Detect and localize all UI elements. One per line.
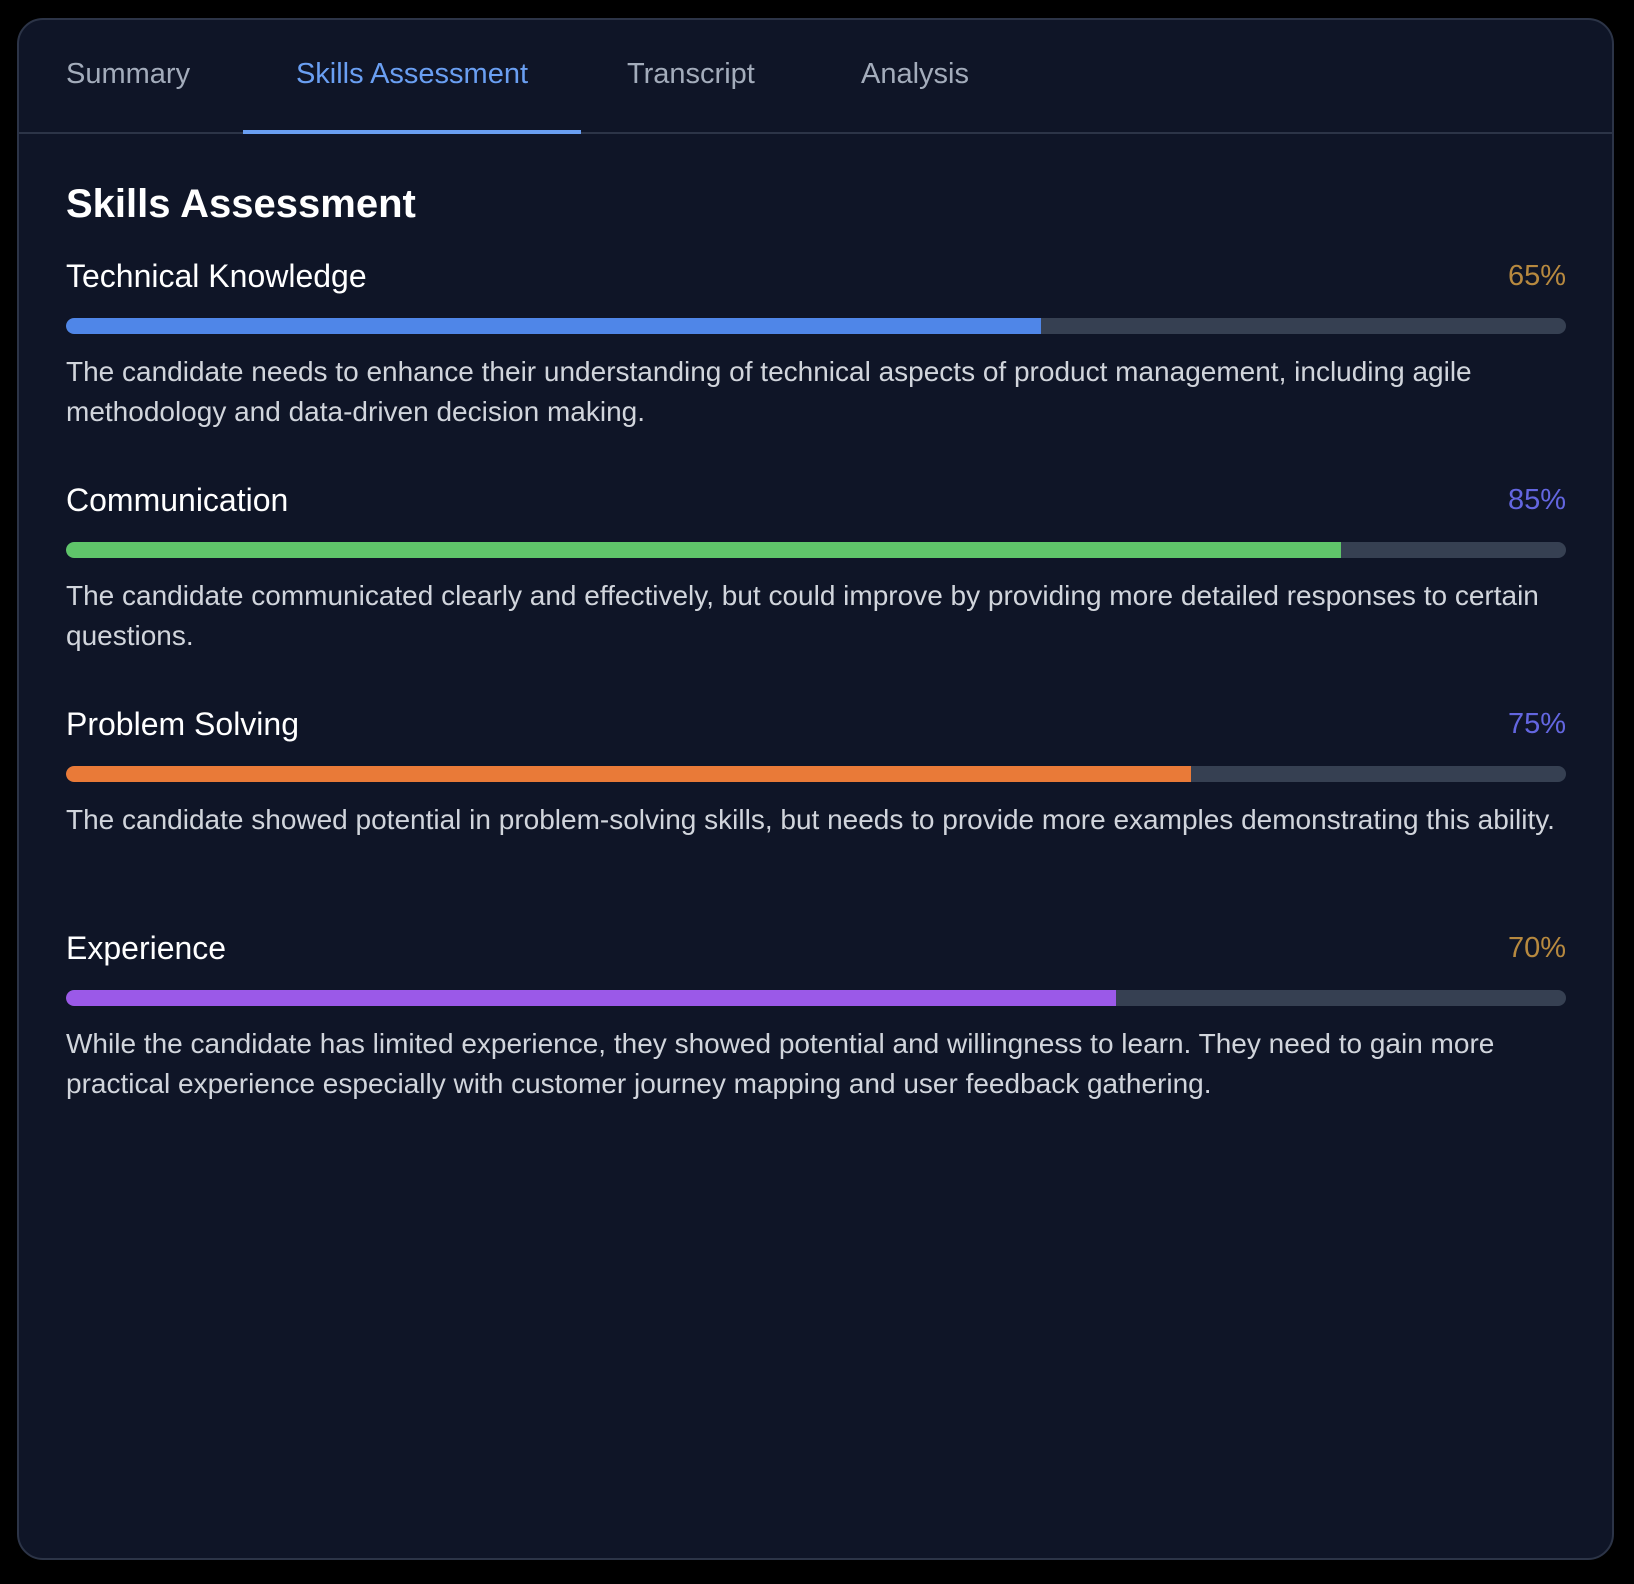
skill-name: Experience (66, 930, 227, 966)
skill-header: Experience 70% (66, 928, 1566, 968)
tab-transcript[interactable]: Transcript (627, 20, 767, 132)
tab-skills-assessment-label: Skills Assessment (295, 58, 529, 90)
tab-summary[interactable]: Summary (66, 20, 194, 132)
skill-description: The candidate communicated clearly and e… (66, 580, 1539, 651)
skills-content: Skills Assessment Technical Knowledge 65… (66, 178, 1566, 1116)
skill-technical-knowledge: Technical Knowledge 65% The candidate ne… (66, 256, 1566, 444)
skill-progress-bar (66, 990, 1566, 1006)
skill-score: 75% (1507, 708, 1566, 740)
skill-name: Problem Solving (66, 706, 299, 742)
skill-progress-fill (66, 318, 1041, 334)
skill-score: 85% (1507, 484, 1566, 516)
skill-score: 65% (1507, 260, 1566, 292)
skill-header: Communication 85% (66, 480, 1566, 520)
skill-score: 70% (1507, 932, 1566, 964)
skill-description: The candidate showed potential in proble… (66, 804, 1555, 835)
tab-analysis-label: Analysis (861, 58, 969, 90)
skill-progress-fill (66, 990, 1116, 1006)
tab-analysis[interactable]: Analysis (861, 20, 991, 132)
skill-progress-bar (66, 318, 1566, 334)
section-title: Skills Assessment (66, 182, 416, 226)
active-tab-indicator (243, 130, 581, 134)
skill-progress-bar (66, 766, 1566, 782)
skill-communication: Communication 85% The candidate communic… (66, 480, 1566, 668)
skills-panel: Summary Skills Assessment Transcript Ana… (17, 18, 1614, 1560)
skill-name: Communication (66, 482, 289, 518)
tab-skills-assessment[interactable]: Skills Assessment (243, 20, 581, 134)
skill-progress-fill (66, 766, 1191, 782)
skill-description: While the candidate has limited experien… (66, 1028, 1495, 1099)
skill-experience: Experience 70% While the candidate has l… (66, 928, 1566, 1116)
tab-summary-label: Summary (66, 58, 191, 90)
skill-header: Technical Knowledge 65% (66, 256, 1566, 296)
tab-transcript-label: Transcript (627, 58, 755, 90)
tab-bar: Summary Skills Assessment Transcript Ana… (19, 20, 1612, 134)
skill-description: The candidate needs to enhance their und… (66, 356, 1472, 427)
skill-name: Technical Knowledge (66, 258, 367, 294)
skill-header: Problem Solving 75% (66, 704, 1566, 744)
skill-progress-fill (66, 542, 1341, 558)
skill-progress-bar (66, 542, 1566, 558)
skill-problem-solving: Problem Solving 75% The candidate showed… (66, 704, 1566, 892)
